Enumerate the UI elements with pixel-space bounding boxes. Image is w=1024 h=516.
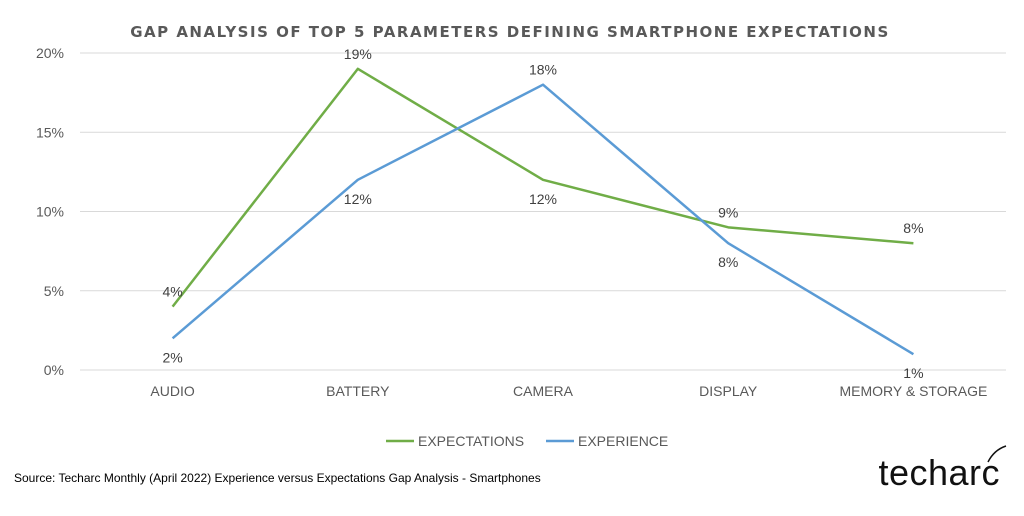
y-tick-label: 20% (36, 45, 64, 61)
source-note: Source: Techarc Monthly (April 2022) Exp… (14, 471, 541, 485)
data-label: 9% (718, 204, 738, 220)
x-tick-label: AUDIO (150, 383, 194, 399)
x-tick-label: MEMORY & STORAGE (839, 383, 987, 399)
data-label: 2% (162, 349, 182, 365)
data-label: 19% (344, 46, 372, 62)
x-tick-label: CAMERA (513, 383, 574, 399)
data-label: 8% (718, 254, 738, 270)
y-tick-label: 15% (36, 124, 64, 140)
x-tick-label: DISPLAY (699, 383, 758, 399)
y-tick-label: 0% (44, 362, 64, 378)
data-label: 1% (903, 365, 923, 381)
data-label: 4% (162, 284, 182, 300)
data-label: 12% (529, 191, 557, 207)
legend-item-experience: EXPERIENCE (546, 433, 668, 449)
x-tick-label: BATTERY (326, 383, 390, 399)
series-line-experience (171, 83, 915, 356)
data-label: 8% (903, 220, 923, 236)
techarc-logo: techarc (878, 452, 1000, 493)
legend-item-expectations: EXPECTATIONS (386, 433, 524, 449)
y-tick-label: 5% (44, 283, 64, 299)
chart-title: GAP ANALYSIS OF TOP 5 PARAMETERS DEFININ… (130, 23, 890, 41)
legend-label: EXPECTATIONS (418, 433, 524, 449)
legend-label: EXPERIENCE (578, 433, 668, 449)
logo-arc-icon (987, 445, 1007, 463)
series-line-expectations (171, 67, 914, 308)
y-tick-label: 10% (36, 204, 64, 220)
data-label: 12% (344, 191, 372, 207)
data-label: 18% (529, 62, 557, 78)
